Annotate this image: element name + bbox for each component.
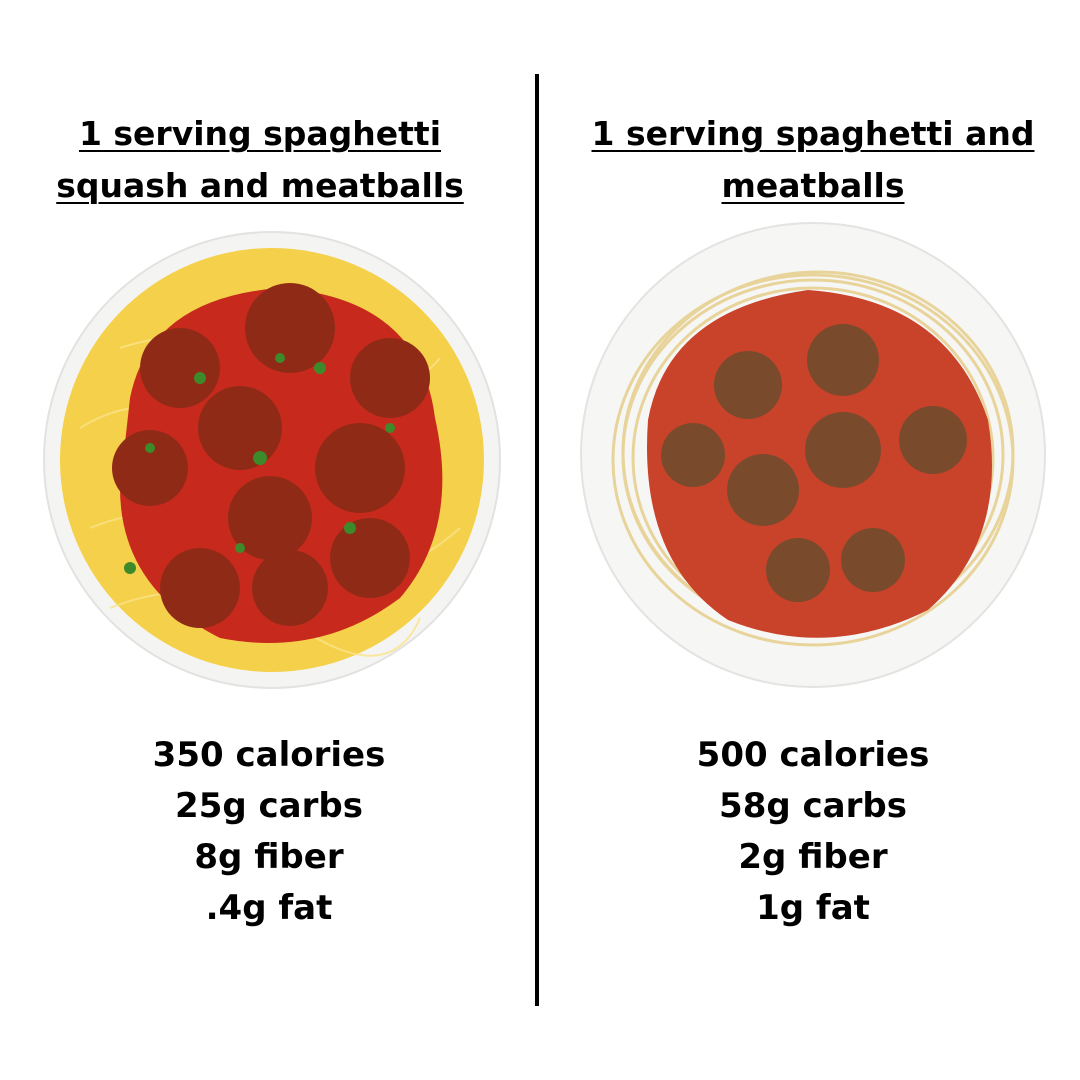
stat: 500 calories: [696, 735, 930, 775]
stat: 350 calories: [152, 735, 386, 775]
left-stats: 350 calories 25g carbs 8g fiber .4g fat: [9, 730, 529, 934]
stat: 2g fiber: [738, 837, 888, 877]
left-title: 1 serving spaghetti squash and meatballs: [0, 108, 520, 212]
spaghetti-bowl: [580, 222, 1046, 688]
stat: .4g fat: [205, 888, 333, 928]
stat: 1g fat: [756, 888, 870, 928]
right-title: 1 serving spaghetti and meatballs: [553, 108, 1073, 212]
divider: [535, 74, 539, 1006]
squash-bowl: [43, 231, 501, 689]
title-line: 1 serving spaghetti and: [591, 114, 1035, 153]
title-line: squash and meatballs: [56, 166, 464, 205]
stat: 25g carbs: [175, 786, 363, 826]
stat: 58g carbs: [719, 786, 907, 826]
stat: 8g fiber: [194, 837, 344, 877]
title-line: meatballs: [721, 166, 905, 205]
right-stats: 500 calories 58g carbs 2g fiber 1g fat: [553, 730, 1073, 934]
title-line: 1 serving spaghetti: [78, 114, 442, 153]
